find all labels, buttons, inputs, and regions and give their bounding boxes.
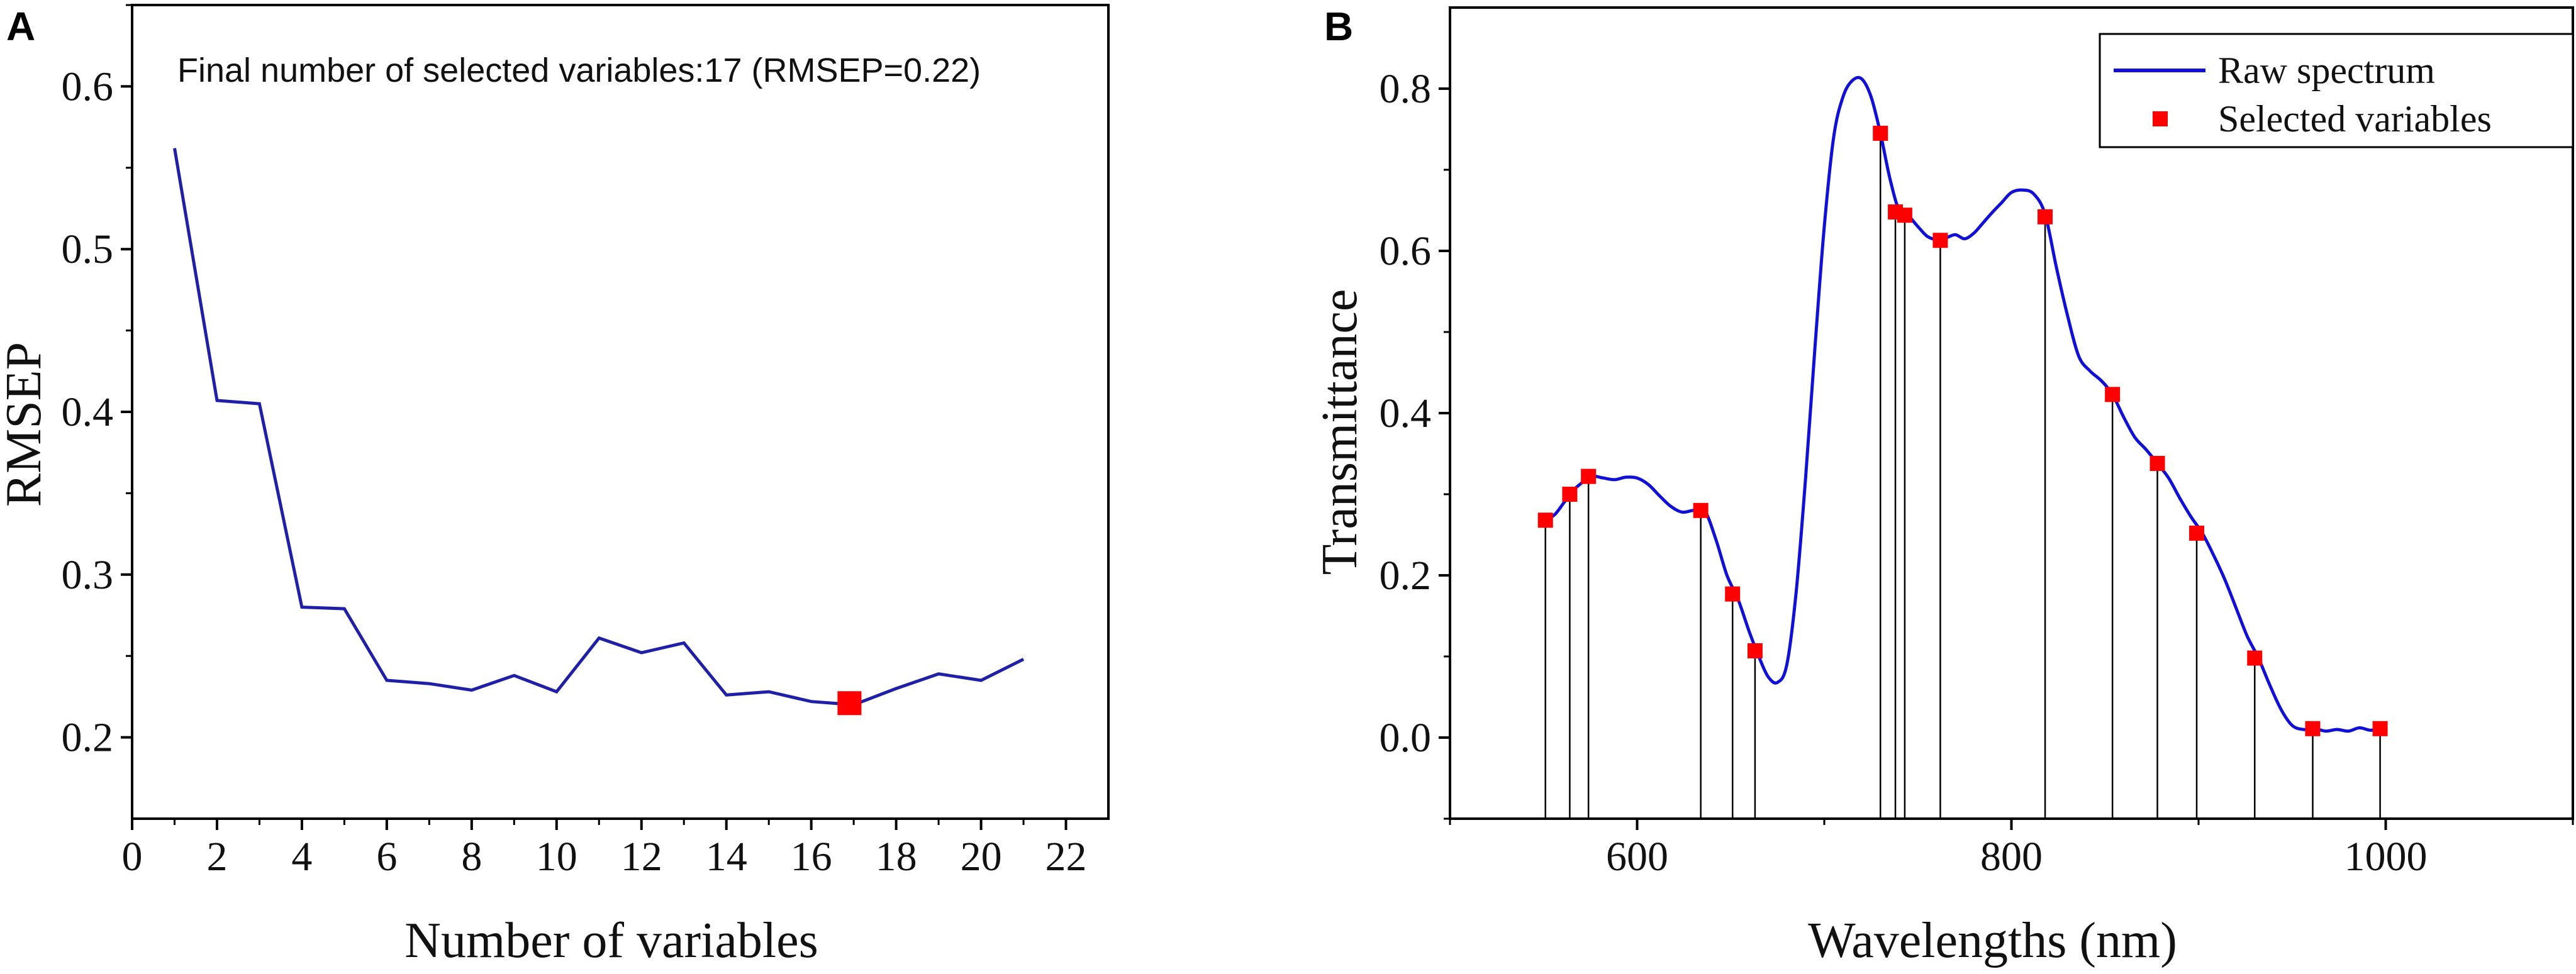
selected-variable-marker xyxy=(2149,455,2165,471)
x-tick-label: 4 xyxy=(291,834,312,880)
x-tick-label: 20 xyxy=(961,834,1002,880)
legend-entry-selected-variables: Selected variables xyxy=(2218,98,2492,140)
x-tick-label: 12 xyxy=(621,834,662,880)
x-tick-label: 22 xyxy=(1045,834,1087,880)
selected-variable-marker xyxy=(2372,721,2388,736)
selected-variable-marker xyxy=(1873,125,1888,141)
y-tick-label: 0.6 xyxy=(1380,228,1432,274)
legend-box xyxy=(2099,33,2574,148)
x-tick-label: 16 xyxy=(791,834,832,880)
y-tick-label: 0.4 xyxy=(62,389,114,435)
y-tick-label: 0.3 xyxy=(62,552,114,598)
x-tick-label: 2 xyxy=(206,834,227,880)
selected-variable-marker xyxy=(1932,233,1948,248)
selected-variable-marker xyxy=(2038,209,2053,224)
panel-b: B 600 800 1000 0.0 0.2 0.4 0.6 0.8 Raw spectru… xyxy=(1312,4,2574,968)
y-tick-label: 0.0 xyxy=(1380,715,1432,761)
y-tick-label: 0.6 xyxy=(62,64,114,109)
legend-entry-raw-spectrum: Raw spectrum xyxy=(2218,50,2435,91)
selected-variable-marker xyxy=(1537,512,1553,528)
panel-a-annotation: Final number of selected variables:17 (R… xyxy=(177,52,981,89)
y-tick-label: 0.5 xyxy=(62,226,114,272)
panel-a-plot-frame xyxy=(131,4,1110,820)
selected-variable-marker xyxy=(1747,643,1763,658)
selected-variable-marker xyxy=(2105,387,2121,402)
panel-a: A 0 2 4 6 8 10 12 14 16 18 20 22 0.2 0.3 0.4 0.5 0.6 Fi… xyxy=(0,4,1110,968)
x-tick-label: 800 xyxy=(1980,834,2043,880)
legend-marker-swatch xyxy=(2153,111,2168,126)
x-tick-label: 8 xyxy=(461,834,482,880)
y-tick-label: 0.4 xyxy=(1380,390,1432,436)
x-tick-label: 14 xyxy=(706,834,747,880)
y-tick-label: 0.2 xyxy=(62,715,114,761)
x-tick-label: 0 xyxy=(122,834,143,880)
selected-variable-marker xyxy=(1562,487,1578,502)
x-tick-label: 18 xyxy=(876,834,917,880)
rmsep-line xyxy=(173,148,1025,707)
selected-variable-marker xyxy=(2247,650,2263,666)
panel-a-x-axis-title: Number of variables xyxy=(404,913,818,968)
x-tick-label: 10 xyxy=(536,834,577,880)
selected-variable-marker xyxy=(2305,721,2321,736)
selected-variable-marker xyxy=(2189,525,2205,541)
panel-b-legend: Raw spectrum Selected variables xyxy=(2099,33,2574,148)
selected-variable-marker xyxy=(1897,208,1912,223)
y-tick-label: 0.8 xyxy=(1380,66,1432,112)
panel-a-y-axis-title: RMSEP xyxy=(0,342,52,507)
panel-b-letter: B xyxy=(1324,4,1353,49)
panel-b-y-axis-title: Transmittance xyxy=(1312,289,1368,575)
x-tick-label: 6 xyxy=(376,834,397,880)
panel-a-letter: A xyxy=(6,4,35,49)
y-tick-label: 0.2 xyxy=(1380,553,1432,599)
selected-variable-marker xyxy=(1725,586,1741,602)
x-tick-label: 600 xyxy=(1606,834,1668,880)
x-tick-label: 1000 xyxy=(2345,834,2428,880)
raw-spectrum-line xyxy=(1544,75,2381,733)
selected-variable-marker xyxy=(1581,468,1597,484)
panel-b-x-axis-title: Wavelengths (nm) xyxy=(1808,913,2177,968)
selected-point-marker xyxy=(837,691,862,716)
selected-variable-marker xyxy=(1693,502,1709,518)
